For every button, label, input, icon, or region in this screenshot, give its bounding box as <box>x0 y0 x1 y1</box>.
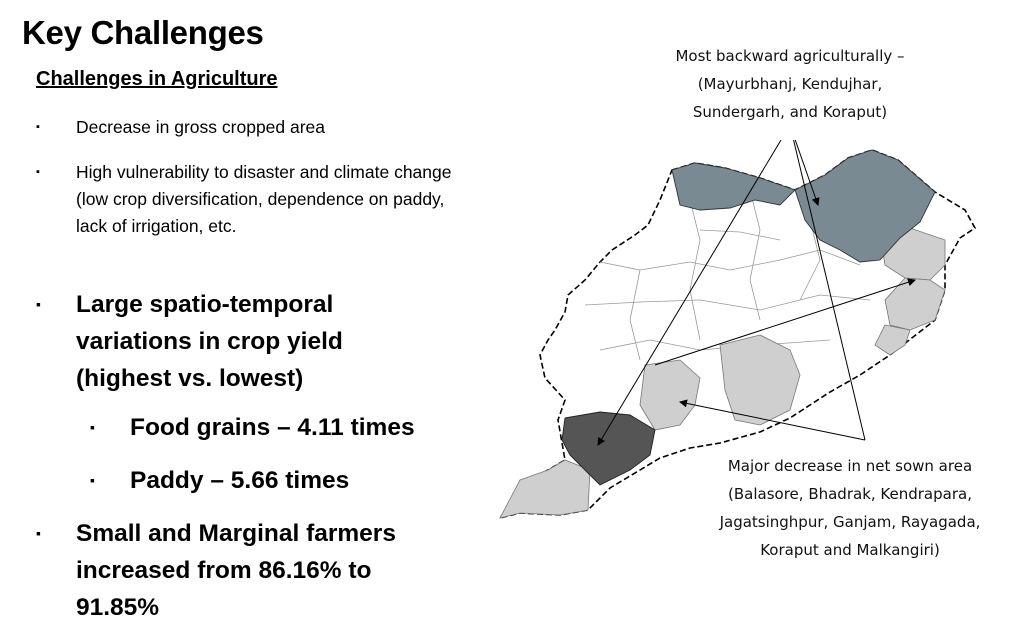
bullet-mark: ▪ <box>90 419 95 435</box>
odisha-district-map <box>498 140 977 520</box>
bullet-text: High vulnerability to disaster and clima… <box>76 162 452 236</box>
bullet-mark: ▪ <box>36 525 41 541</box>
bullet-text: Paddy – 5.66 times <box>130 467 350 494</box>
bullet-mark: ▪ <box>90 472 95 488</box>
note-line: Sundergarh, and Koraput) <box>692 103 888 121</box>
bullet-mark: ▪ <box>36 166 40 178</box>
callout-net-sown <box>654 278 916 441</box>
note-line: Jagatsinghpur, Ganjam, Rayagada, <box>719 513 981 531</box>
district-koraput <box>561 411 656 486</box>
sub-bullet-food-grains: ▪ Food grains – 4.11 times <box>90 409 470 449</box>
bullet-crop-yield-variation: ▪ Large spatio-temporal variations in cr… <box>36 286 476 400</box>
map-note-backward: Most backward agriculturally – (Mayurbha… <box>640 42 940 126</box>
bullet-text: Decrease in gross cropped area <box>76 117 326 137</box>
bullet-text: Small and Marginal farmers increased fro… <box>76 520 396 621</box>
slide-title: Key Challenges <box>22 14 264 51</box>
districts-net-sown-decrease <box>499 227 946 519</box>
note-line: Major decrease in net sown area <box>727 457 973 475</box>
note-line: (Mayurbhanj, Kendujhar, <box>697 75 883 93</box>
bullet-mark: ▪ <box>36 296 41 312</box>
note-line: (Balasore, Bhadrak, Kendrapara, <box>728 485 972 503</box>
map-note-net-sown-area: Major decrease in net sown area (Balasor… <box>690 452 1010 564</box>
sub-bullet-paddy: ▪ Paddy – 5.66 times <box>90 462 470 502</box>
bullet-mark: ▪ <box>36 121 40 133</box>
note-line: Koraput and Malkangiri) <box>760 541 940 559</box>
section-subtitle: Challenges in Agriculture <box>36 68 278 90</box>
bullet-small-marginal-farmers: ▪ Small and Marginal farmers increased f… <box>36 515 476 629</box>
districts-most-backward <box>671 149 936 263</box>
callout-backward <box>597 140 866 446</box>
bullet-text: Large spatio-temporal variations in crop… <box>76 291 343 392</box>
bullet-gross-cropped-area: ▪ Decrease in gross cropped area <box>36 114 476 144</box>
bullet-disaster-vulnerability: ▪ High vulnerability to disaster and cli… <box>36 159 476 269</box>
note-line: Most backward agriculturally – <box>675 47 905 65</box>
bullet-text: Food grains – 4.11 times <box>130 414 415 441</box>
